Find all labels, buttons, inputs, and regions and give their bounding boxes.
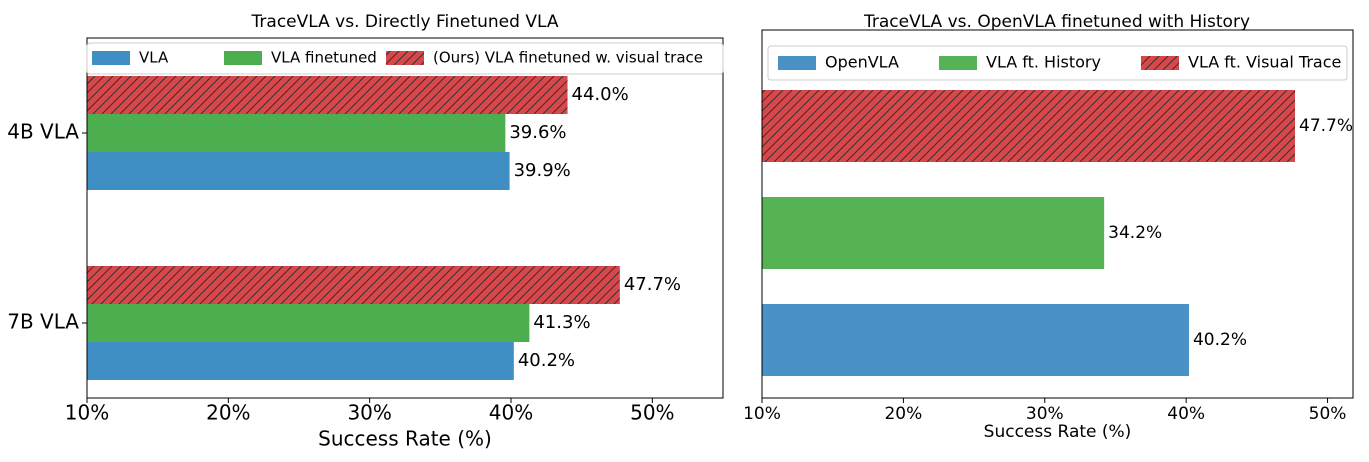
value-label: 47.7% [624, 274, 681, 295]
x-tick-label: 40% [1167, 404, 1205, 424]
legend-swatch [939, 56, 977, 70]
x-tick-label: 40% [489, 401, 533, 425]
bar [87, 304, 530, 342]
bar [762, 304, 1189, 376]
legend-swatch [92, 51, 130, 65]
x-tick-label: 30% [347, 401, 391, 425]
bar [87, 152, 510, 190]
x-tick-label: 50% [630, 401, 674, 425]
bar [87, 342, 514, 380]
legend-label: (Ours) VLA finetuned w. visual trace [433, 49, 703, 67]
y-tick-label: 4B VLA [7, 120, 79, 144]
x-tick-label: 10% [743, 404, 781, 424]
x-tick-label: 10% [65, 401, 109, 425]
x-axis-label: Success Rate (%) [984, 422, 1132, 442]
y-tick-label: 7B VLA [7, 310, 79, 334]
x-tick-label: 20% [206, 401, 250, 425]
x-tick-label: 20% [884, 404, 922, 424]
legend-label: VLA finetuned [271, 49, 377, 67]
value-label: 34.2% [1108, 223, 1162, 243]
chart: TraceVLA vs. OpenVLA finetuned with Hist… [743, 12, 1354, 442]
legend-swatch [224, 51, 262, 65]
legend-label: VLA [139, 49, 169, 67]
chart-title: TraceVLA vs. Directly Finetuned VLA [251, 12, 559, 32]
x-axis-label: Success Rate (%) [318, 427, 492, 451]
legend-label: VLA ft. Visual Trace [1188, 53, 1341, 72]
bar [87, 114, 506, 152]
x-tick-label: 50% [1309, 404, 1347, 424]
value-label: 44.0% [572, 84, 629, 105]
bar [762, 197, 1105, 269]
value-label: 40.2% [518, 350, 575, 371]
bar [87, 76, 568, 114]
legend-swatch [1141, 56, 1179, 70]
value-label: 39.9% [514, 160, 571, 181]
legend-swatch [778, 56, 816, 70]
bar [762, 90, 1296, 162]
legend-swatch [386, 51, 424, 65]
chart: TraceVLA vs. Directly Finetuned VLA Succe… [7, 12, 724, 451]
x-tick-label: 30% [1026, 404, 1064, 424]
value-label: 47.7% [1299, 116, 1353, 136]
bar [87, 266, 620, 304]
plot-frame [761, 29, 1354, 399]
value-label: 41.3% [533, 312, 590, 333]
legend-box [767, 45, 1348, 81]
chart-title: TraceVLA vs. OpenVLA finetuned with Hist… [863, 12, 1250, 32]
legend-label: VLA ft. History [986, 53, 1101, 72]
value-label: 39.6% [509, 122, 566, 143]
plot-frame [86, 37, 724, 399]
value-label: 40.2% [1193, 330, 1247, 350]
legend-label: OpenVLA [825, 53, 899, 72]
